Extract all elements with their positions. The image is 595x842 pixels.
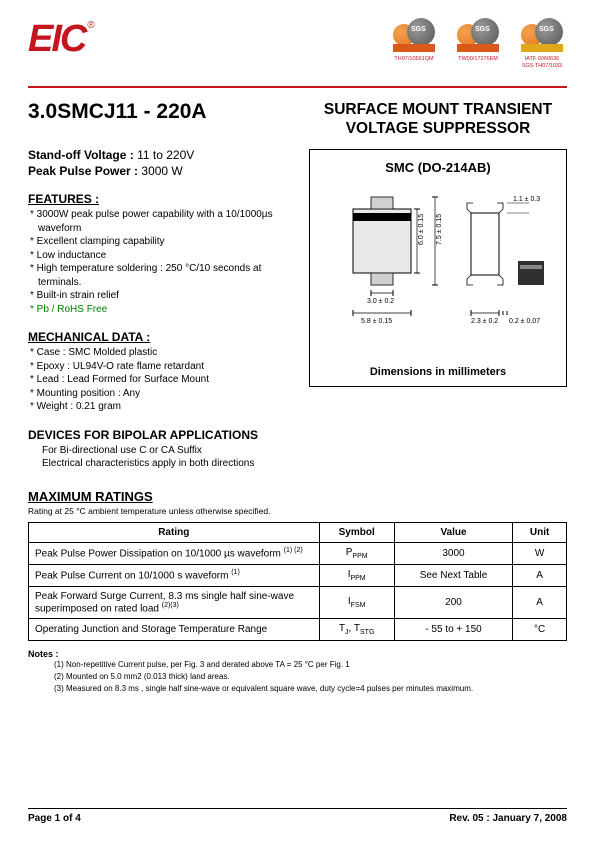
- revision: Rev. 05 : January 7, 2008: [449, 813, 567, 824]
- part-number-title: 3.0SMCJ11 - 220A: [28, 100, 293, 124]
- mechdata-item: * Weight : 0.21 gram: [28, 400, 293, 414]
- table-row: Peak Pulse Current on 10/1000 s waveform…: [29, 564, 567, 586]
- mechdata-heading: MECHANICAL DATA :: [28, 330, 293, 344]
- cell-unit: A: [513, 586, 567, 618]
- table-row: Operating Junction and Storage Temperatu…: [29, 618, 567, 640]
- cell-symbol: TJ, TSTG: [319, 618, 394, 640]
- left-column: 3.0SMCJ11 - 220A Stand-off Voltage : 11 …: [28, 100, 293, 471]
- spec-standoff: Stand-off Voltage : 11 to 220V: [28, 148, 293, 162]
- cell-symbol: PPPM: [319, 542, 394, 564]
- svg-text:6.0 ± 0.15: 6.0 ± 0.15: [418, 214, 425, 245]
- package-drawing: 6.0 ± 0.15 7.5 ± 0.15 3.0 ± 0.2 5.8 ± 0.…: [323, 183, 553, 353]
- package-diagram-box: SMC (DO-214AB) 6.0 ± 0.15 7.5 ± 0.15: [309, 149, 567, 387]
- cell-unit: °C: [513, 618, 567, 640]
- features-heading: FEATURES :: [28, 192, 293, 206]
- note-line: (2) Mounted on 5.0 mm2 (0.013 thick) lan…: [28, 671, 567, 683]
- feature-item: * 3000W peak pulse power capability with…: [28, 208, 293, 235]
- cell-rating: Peak Forward Surge Current, 8.3 ms singl…: [29, 586, 320, 618]
- svg-text:1.1 ± 0.3: 1.1 ± 0.3: [513, 196, 540, 203]
- cert-badges: TH97/10561QM TW00/17276EM IATF 0060636SG…: [389, 18, 567, 69]
- cell-value: 3000: [394, 542, 512, 564]
- cell-unit: W: [513, 542, 567, 564]
- mechdata-item: * Mounting position : Any: [28, 387, 293, 401]
- footer-divider: [28, 808, 567, 809]
- cert-text: TH97/10561QM: [394, 56, 433, 63]
- cert-badge: TW00/17276EM: [453, 18, 503, 69]
- svg-text:3.0 ± 0.2: 3.0 ± 0.2: [367, 298, 394, 305]
- cell-symbol: IFSM: [319, 586, 394, 618]
- table-header-row: Rating Symbol Value Unit: [29, 522, 567, 542]
- ratings-table: Rating Symbol Value Unit Peak Pulse Powe…: [28, 522, 567, 641]
- cert-badge: TH97/10561QM: [389, 18, 439, 69]
- svg-text:7.5 ± 0.15: 7.5 ± 0.15: [436, 214, 443, 245]
- registered-icon: ®: [87, 20, 94, 31]
- footer: Page 1 of 4 Rev. 05 : January 7, 2008: [28, 808, 567, 824]
- devices-heading: DEVICES FOR BIPOLAR APPLICATIONS: [28, 428, 293, 442]
- col-value: Value: [394, 522, 512, 542]
- max-ratings-heading: MAXIMUM RATINGS: [28, 489, 567, 504]
- table-row: Peak Forward Surge Current, 8.3 ms singl…: [29, 586, 567, 618]
- mechdata-item: * Epoxy : UL94V-O rate flame retardant: [28, 360, 293, 374]
- cell-rating: Operating Junction and Storage Temperatu…: [29, 618, 320, 640]
- svg-text:5.8 ± 0.15: 5.8 ± 0.15: [361, 318, 392, 325]
- devices-line: For Bi-directional use C or CA Suffix: [28, 444, 293, 458]
- product-title: SURFACE MOUNT TRANSIENTVOLTAGE SUPPRESSO…: [309, 100, 567, 139]
- cell-unit: A: [513, 564, 567, 586]
- table-row: Peak Pulse Power Dissipation on 10/1000 …: [29, 542, 567, 564]
- cert-badge: IATF 0060636SGS TH07/1033: [517, 18, 567, 69]
- cell-rating: Peak Pulse Current on 10/1000 s waveform…: [29, 564, 320, 586]
- cell-value: 200: [394, 586, 512, 618]
- max-ratings-sub: Rating at 25 °C ambient temperature unle…: [28, 506, 567, 516]
- logo: EIC ®: [28, 18, 95, 61]
- feature-item: * Low inductance: [28, 249, 293, 263]
- header: EIC ® TH97/10561QM TW00/17276EM IATF 006…: [28, 18, 567, 80]
- col-symbol: Symbol: [319, 522, 394, 542]
- svg-text:0.2 ± 0.07: 0.2 ± 0.07: [509, 318, 540, 325]
- feature-item: * Built-in strain relief: [28, 289, 293, 303]
- main-content: 3.0SMCJ11 - 220A Stand-off Voltage : 11 …: [28, 100, 567, 471]
- page-number: Page 1 of 4: [28, 813, 81, 824]
- logo-text: EIC: [28, 18, 85, 61]
- mechdata-item: * Case : SMC Molded plastic: [28, 346, 293, 360]
- feature-item: * Excellent clamping capability: [28, 235, 293, 249]
- col-rating: Rating: [29, 522, 320, 542]
- feature-item-rohs: * Pb / RoHS Free: [28, 303, 293, 317]
- note-line: (1) Non-repetitive Current pulse, per Fi…: [28, 659, 567, 671]
- spec-peak-power: Peak Pulse Power : 3000 W: [28, 164, 293, 178]
- cell-symbol: IPPM: [319, 564, 394, 586]
- dimensions-label: Dimensions in millimeters: [318, 366, 558, 378]
- cert-text: IATF 0060636SGS TH07/1033: [522, 56, 562, 69]
- cell-value: - 55 to + 150: [394, 618, 512, 640]
- cert-text: TW00/17276EM: [458, 56, 498, 63]
- notes-heading: Notes :: [28, 649, 567, 659]
- devices-line: Electrical characteristics apply in both…: [28, 457, 293, 471]
- package-name: SMC (DO-214AB): [318, 160, 558, 175]
- cell-rating: Peak Pulse Power Dissipation on 10/1000 …: [29, 542, 320, 564]
- right-column: SURFACE MOUNT TRANSIENTVOLTAGE SUPPRESSO…: [309, 100, 567, 471]
- col-unit: Unit: [513, 522, 567, 542]
- feature-item: * High temperature soldering : 250 °C/10…: [28, 262, 293, 289]
- divider: [28, 86, 567, 88]
- cell-value: See Next Table: [394, 564, 512, 586]
- svg-text:2.3 ± 0.2: 2.3 ± 0.2: [471, 318, 498, 325]
- note-line: (3) Measured on 8.3 ms , single half sin…: [28, 683, 567, 695]
- mechdata-item: * Lead : Lead Formed for Surface Mount: [28, 373, 293, 387]
